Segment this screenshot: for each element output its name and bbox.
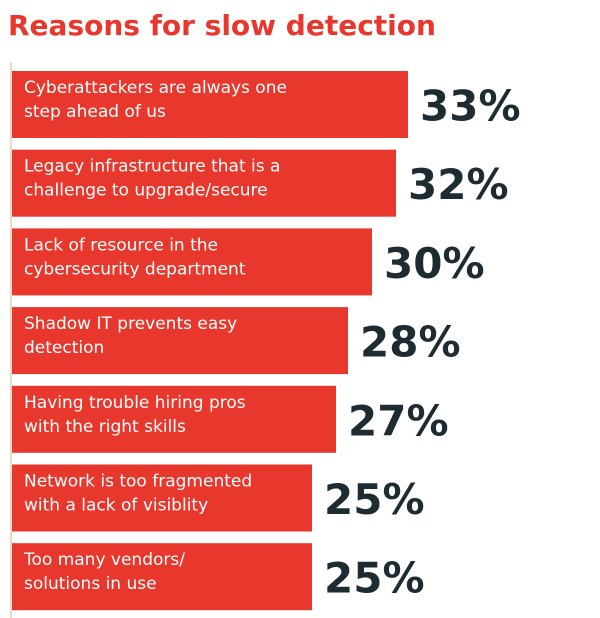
- bar-label: Legacy infrastructure that is a challenge…: [24, 157, 280, 201]
- bar-group: Legacy infrastructure that is a challenge…: [12, 149, 509, 217]
- bar-value-label: 32%: [408, 160, 509, 209]
- bar-label: Cyberattackers are always one step ahead …: [24, 78, 287, 122]
- bar-label-line: with the right skills: [24, 417, 186, 437]
- bar: [12, 543, 312, 611]
- bar: [12, 228, 372, 296]
- bar-value-label: 33%: [420, 82, 521, 131]
- bar-label-line: Lack of resource in the: [24, 235, 218, 255]
- bar-label-line: cybersecurity department: [24, 259, 246, 279]
- bar-label-line: Shadow IT prevents easy: [24, 314, 237, 334]
- chart-title: Reasons for slow detection: [8, 9, 436, 42]
- bar-value-label: 30%: [384, 239, 485, 288]
- bar-label-line: Legacy infrastructure that is a: [24, 157, 280, 177]
- bar-label-line: Too many vendors/: [23, 550, 185, 570]
- bar-group: Lack of resource in the cybersecurity dep…: [12, 228, 485, 296]
- bar-group: Network is too fragmented with a lack of …: [12, 464, 425, 532]
- bar-label: Too many vendors/solutions in use: [23, 550, 185, 594]
- bar-value-label: 25%: [324, 554, 425, 603]
- bar-group: Shadow IT prevents easy detection 28%: [12, 307, 461, 375]
- bar-group: Having trouble hiring pros with the right…: [12, 385, 449, 453]
- bar-label: Shadow IT prevents easy detection: [24, 314, 237, 358]
- bar: [12, 149, 396, 217]
- bar-label: Having trouble hiring pros with the right…: [24, 393, 246, 437]
- bar-value-label: 28%: [360, 318, 461, 367]
- bar-label-line: Cyberattackers are always one: [24, 78, 287, 98]
- bar: [12, 71, 408, 138]
- bar-label-line: step ahead of us: [24, 102, 166, 122]
- bar-label-line: Having trouble hiring pros: [24, 393, 246, 413]
- bar-label-line: challenge to upgrade/secure: [24, 181, 268, 201]
- bar: [12, 385, 336, 453]
- bar-label-line: Network is too fragmented: [24, 472, 252, 492]
- bar-label: Lack of resource in the cybersecurity dep…: [24, 235, 246, 279]
- bar-group: Too many vendors/solutions in use 25%: [12, 543, 425, 611]
- bar-label: Network is too fragmented with a lack of …: [24, 472, 252, 516]
- bar-group: Cyberattackers are always one step ahead …: [12, 71, 521, 138]
- bar-label-line: solutions in use: [24, 574, 157, 594]
- bar-value-label: 27%: [348, 396, 449, 445]
- bar: [12, 464, 312, 532]
- bar-label-line: detection: [24, 338, 104, 358]
- bar-label-line: with a lack of visiblity: [24, 496, 208, 516]
- bar-value-label: 25%: [324, 475, 425, 524]
- bar: [12, 307, 348, 375]
